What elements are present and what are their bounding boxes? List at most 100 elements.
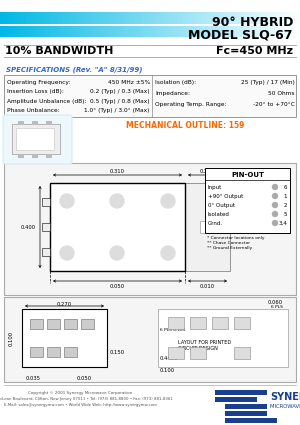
Bar [200,12,201,24]
Text: 90° HYBRID: 90° HYBRID [212,15,293,28]
Bar [4,12,6,24]
Bar [152,26,153,37]
Bar [84,12,86,24]
Bar [82,12,84,24]
Bar [134,26,135,37]
Bar [18,26,20,37]
Bar [168,12,170,24]
Bar [16,26,18,37]
Bar [198,12,200,24]
Bar [246,12,247,24]
Bar [172,12,174,24]
Bar [56,26,57,37]
Circle shape [60,246,74,260]
Text: Phase Unbalance:: Phase Unbalance: [7,108,60,113]
Text: 10% BANDWIDTH: 10% BANDWIDTH [5,46,113,56]
Bar [225,418,277,423]
Bar [260,26,261,37]
Bar [212,12,213,24]
Bar [218,12,219,24]
Bar [0,0,300,12]
Bar [267,26,268,37]
Bar [288,12,290,24]
Bar [76,26,78,37]
Bar [234,317,250,329]
Bar [42,223,50,231]
Bar [232,12,234,24]
Bar [6,26,8,37]
Bar [134,12,135,24]
Bar [68,12,69,24]
Bar [32,154,38,158]
Bar [105,26,106,37]
Bar [27,26,28,37]
Bar [228,26,230,37]
Bar [126,12,128,24]
Bar [231,12,232,24]
Text: 25 (Typ) / 17 (Min): 25 (Typ) / 17 (Min) [241,79,295,85]
Bar [234,347,250,359]
Bar [219,26,220,37]
Bar [196,12,198,24]
Bar [30,319,43,329]
Bar [219,12,220,24]
Bar [279,26,280,37]
Bar [255,12,256,24]
Bar [87,12,88,24]
Circle shape [272,184,278,190]
Bar [117,12,118,24]
Text: Insertion Loss (dB):: Insertion Loss (dB): [7,89,64,94]
Bar [44,12,45,24]
Text: Amplitude Unbalance (dB):: Amplitude Unbalance (dB): [7,99,86,104]
Bar [274,12,276,24]
Bar [183,26,184,37]
Bar [129,12,130,24]
Text: Fc=450 MHz: Fc=450 MHz [216,46,293,56]
Bar [232,26,234,37]
Text: 0° Output: 0° Output [208,202,235,207]
Bar [60,26,61,37]
Text: E-Mail: sales@synergymw.com • World Wide Web: http://www.synergymw.com: E-Mail: sales@synergymw.com • World Wide… [4,403,157,407]
Bar [210,26,212,37]
Bar [294,26,296,37]
Bar [272,12,273,24]
Bar [256,26,258,37]
Bar [216,12,218,24]
Bar [230,26,231,37]
Text: CIRCUIT DESIGN: CIRCUIT DESIGN [178,346,218,351]
Bar [141,26,142,37]
Bar [230,12,231,24]
Bar [14,12,15,24]
Text: 6 PLS 0.165: 6 PLS 0.165 [160,328,186,332]
Bar [146,26,147,37]
Bar [18,12,20,24]
Text: SPECIFICATIONS (Rev. "A" 8/31/99): SPECIFICATIONS (Rev. "A" 8/31/99) [6,67,142,73]
Bar [138,26,140,37]
Bar [11,26,12,37]
Text: 0.270: 0.270 [57,303,72,308]
Bar [2,12,3,24]
Bar [138,12,140,24]
Bar [292,26,294,37]
Bar [42,26,44,37]
Bar [258,26,260,37]
Bar [3,12,4,24]
Bar [38,12,39,24]
Bar [212,26,213,37]
Bar [194,26,195,37]
Bar [218,26,219,37]
Bar [225,404,267,409]
Bar [222,12,224,24]
Bar [12,12,14,24]
Bar [27,12,28,24]
Circle shape [110,194,124,208]
Bar [28,26,30,37]
Bar [288,26,290,37]
Bar [68,26,69,37]
Text: Impedance:: Impedance: [155,91,190,96]
Bar [226,26,228,37]
Bar [298,26,300,37]
Bar [261,12,262,24]
Bar [194,12,195,24]
Bar [146,12,147,24]
